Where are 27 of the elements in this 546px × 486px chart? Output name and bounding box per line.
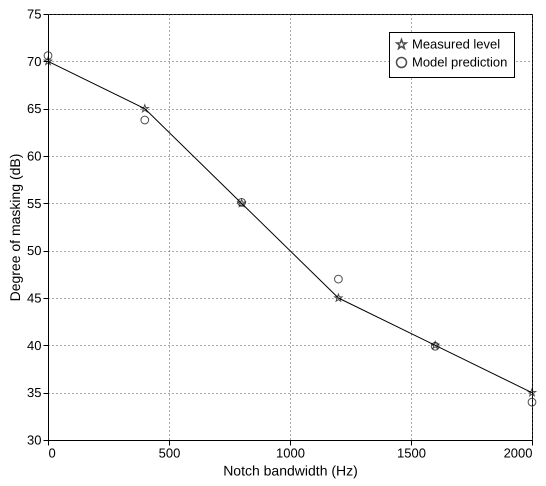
x-axis-title: Notch bandwidth (Hz) [223,462,358,478]
point [334,294,343,302]
x-tick-label: 2000 [504,446,532,460]
point [334,274,343,284]
x-tick-label: 1500 [397,446,426,460]
legend-label: Model prediction [412,54,508,70]
y-tick-label: 45 [27,290,42,306]
x-tick-label: 0 [48,446,56,460]
y-tick-label: 30 [27,432,42,448]
point [140,116,150,124]
y-tick-label: 65 [27,101,42,116]
point [431,340,440,349]
y-tick-label: 50 [27,243,42,258]
y-tick-label: 55 [27,196,42,211]
x-tick-label: 1000 [276,446,305,460]
y-tick-label: 35 [27,385,42,400]
y-tick-label: 60 [27,148,42,164]
x-tick-label: 500 [158,446,180,460]
y-tick-label: 40 [27,338,42,353]
point [528,398,536,406]
y-axis-title: Degree of masking (dB) [7,154,24,302]
legend-label: Measured level [412,36,500,52]
y-tick-label: 70 [27,54,42,69]
point [430,342,440,351]
point [528,388,536,396]
y-tick-label: 75 [27,6,42,22]
point [140,104,149,112]
